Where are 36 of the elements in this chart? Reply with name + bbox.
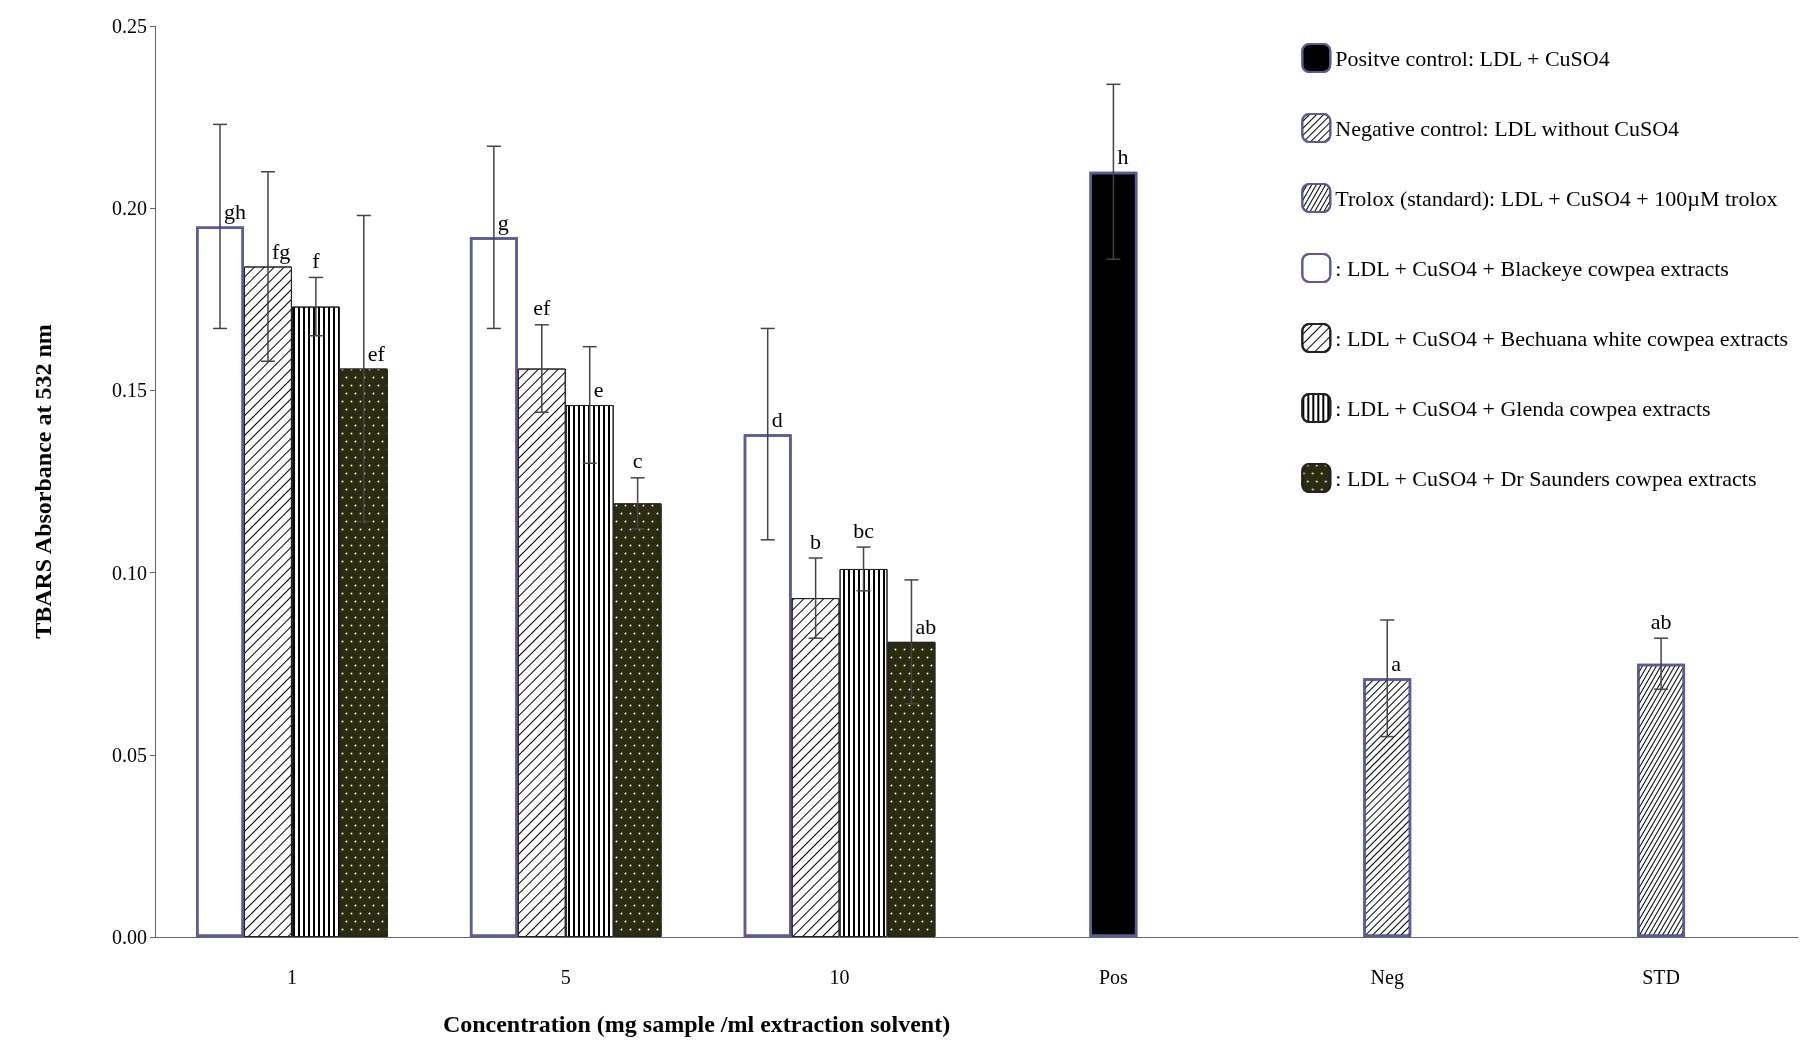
legend-label: : LDL + CuSO4 + Bechuana white cowpea extracts: [1335, 325, 1789, 351]
x-tick-label: Pos: [1098, 966, 1129, 988]
data-label: ab: [915, 614, 937, 640]
y-tick-label: 0.10: [112, 561, 147, 584]
y-axis-title: TBARS Absorbance at 532 nm: [30, 324, 56, 639]
y-tick-label: 0.05: [112, 743, 147, 766]
x-tick-label: 5: [560, 966, 571, 988]
data-label: bc: [853, 517, 875, 543]
data-label: gh: [224, 198, 247, 224]
x-axis-title: Concentration (mg sample /ml extraction solvent): [442, 1011, 951, 1037]
y-tick-label: 0.20: [112, 197, 147, 220]
data-label: c: [632, 448, 643, 474]
legend-label: : LDL + CuSO4 + Glenda cowpea extracts: [1335, 395, 1711, 421]
x-tick-label: 1: [286, 966, 297, 988]
legend-label: : LDL + CuSO4 + Dr Saunders cowpea extracts: [1335, 465, 1757, 491]
data-label: h: [1117, 144, 1129, 170]
data-label: g: [497, 209, 509, 235]
data-label: ef: [367, 341, 386, 367]
data-label: ef: [533, 295, 552, 321]
data-label: b: [810, 528, 822, 554]
x-tick-label: STD: [1642, 966, 1680, 988]
data-label: d: [771, 406, 783, 432]
data-label: ab: [1650, 608, 1672, 634]
data-label: a: [1391, 650, 1402, 676]
x-tick-label: Neg: [1370, 966, 1404, 989]
legend-label: : LDL + CuSO4 + Blackeye cowpea extracts: [1335, 255, 1729, 281]
x-tick-label: 10: [829, 966, 850, 988]
data-label: e: [593, 377, 604, 403]
legend-label: Negative control: LDL without CuSO4: [1335, 115, 1680, 141]
legend-label: Trolox (standard): LDL + CuSO4 + 100µM trolox: [1335, 185, 1778, 211]
data-label: f: [312, 247, 321, 273]
y-tick-label: 0.15: [112, 379, 147, 402]
data-label: fg: [271, 239, 291, 264]
y-tick-label: 0.00: [112, 926, 147, 948]
y-tick-label: 0.25: [112, 15, 147, 37]
legend-label: Positve control: LDL + CuSO4: [1335, 45, 1610, 71]
